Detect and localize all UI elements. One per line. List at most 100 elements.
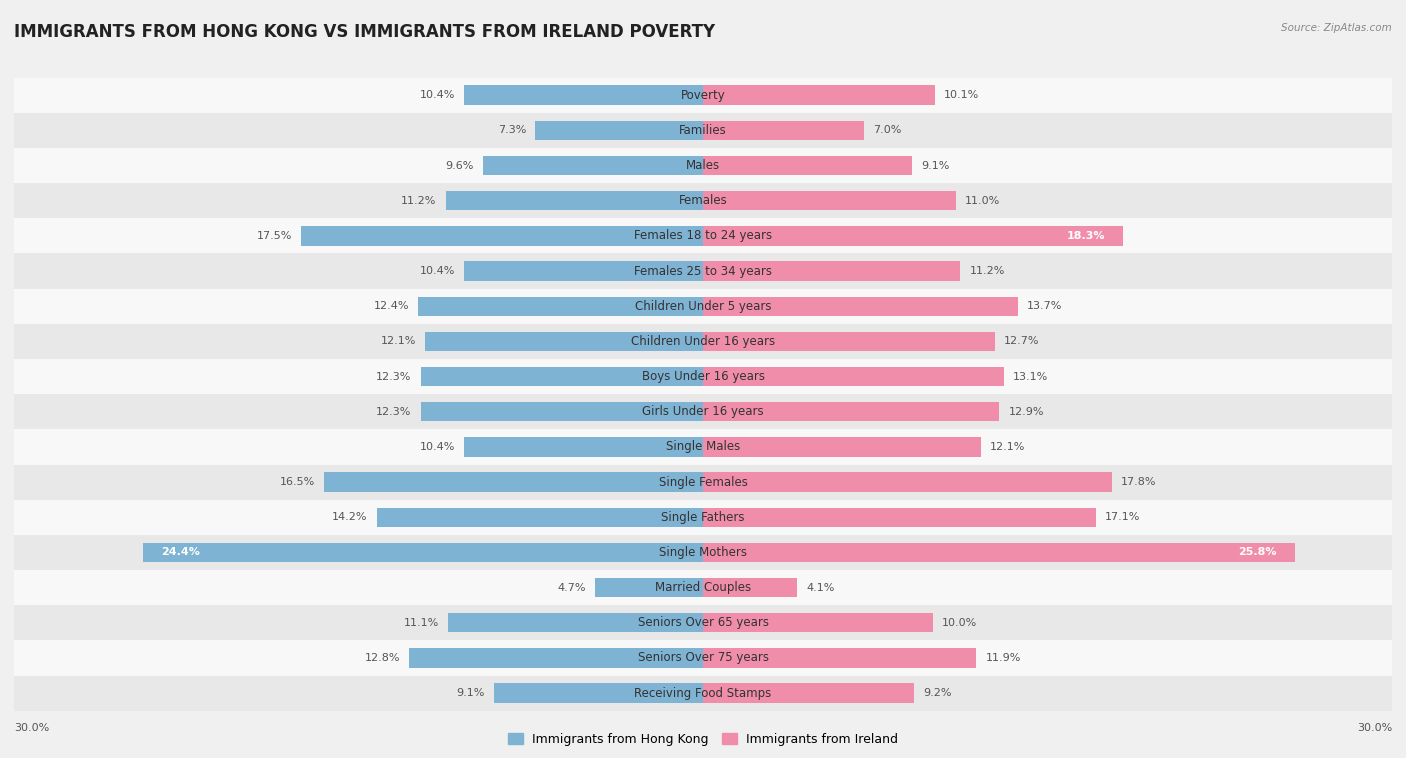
Text: Single Fathers: Single Fathers [661,511,745,524]
Bar [446,191,703,211]
Bar [14,113,1392,148]
Text: Boys Under 16 years: Boys Under 16 years [641,370,765,383]
Text: 9.1%: 9.1% [921,161,949,171]
Text: 10.4%: 10.4% [419,90,456,100]
Bar [703,226,1123,246]
Bar [409,648,703,668]
Bar [14,253,1392,289]
Bar [595,578,703,597]
Bar [703,262,960,280]
Text: Poverty: Poverty [681,89,725,102]
Bar [703,472,1112,492]
Bar [14,570,1392,605]
Bar [703,332,994,351]
Bar [14,218,1392,253]
Bar [703,437,981,456]
Bar [14,465,1392,500]
Bar [420,402,703,421]
Text: 24.4%: 24.4% [162,547,200,557]
Bar [14,394,1392,429]
Text: 12.4%: 12.4% [374,301,409,312]
Text: 11.2%: 11.2% [969,266,1005,276]
Text: Children Under 16 years: Children Under 16 years [631,335,775,348]
Text: Single Females: Single Females [658,475,748,489]
Bar [14,148,1392,183]
Text: 12.7%: 12.7% [1004,337,1039,346]
Text: Girls Under 16 years: Girls Under 16 years [643,406,763,418]
Bar [482,156,703,175]
Text: 12.1%: 12.1% [990,442,1025,452]
Bar [464,262,703,280]
Bar [703,578,797,597]
Bar [14,675,1392,711]
Text: 13.1%: 13.1% [1012,371,1049,381]
Text: Receiving Food Stamps: Receiving Food Stamps [634,687,772,700]
Text: 10.4%: 10.4% [419,266,456,276]
Text: Females 18 to 24 years: Females 18 to 24 years [634,230,772,243]
Bar [14,605,1392,641]
Text: 7.3%: 7.3% [498,125,526,136]
Text: Single Mothers: Single Mothers [659,546,747,559]
Legend: Immigrants from Hong Kong, Immigrants from Ireland: Immigrants from Hong Kong, Immigrants fr… [502,728,904,751]
Bar [14,535,1392,570]
Bar [703,121,863,140]
Bar [703,684,914,703]
Bar [703,543,1295,562]
Bar [14,324,1392,359]
Text: Children Under 5 years: Children Under 5 years [634,299,772,313]
Text: IMMIGRANTS FROM HONG KONG VS IMMIGRANTS FROM IRELAND POVERTY: IMMIGRANTS FROM HONG KONG VS IMMIGRANTS … [14,23,716,41]
Bar [14,77,1392,113]
Text: 30.0%: 30.0% [1357,723,1392,733]
Text: 12.9%: 12.9% [1008,407,1043,417]
Text: 10.0%: 10.0% [942,618,977,628]
Text: 10.4%: 10.4% [419,442,456,452]
Text: 7.0%: 7.0% [873,125,901,136]
Text: Males: Males [686,159,720,172]
Bar [536,121,703,140]
Bar [14,289,1392,324]
Text: Seniors Over 65 years: Seniors Over 65 years [637,616,769,629]
Bar [703,367,1004,387]
Bar [703,402,1000,421]
Bar [418,296,703,316]
Bar [425,332,703,351]
Bar [14,500,1392,535]
Bar [703,156,912,175]
Text: 9.6%: 9.6% [444,161,474,171]
Bar [703,296,1018,316]
Text: 12.3%: 12.3% [375,371,412,381]
Bar [14,429,1392,465]
Bar [377,508,703,527]
Bar [14,359,1392,394]
Text: Families: Families [679,124,727,137]
Text: 11.2%: 11.2% [401,196,437,205]
Text: 12.1%: 12.1% [381,337,416,346]
Text: 14.2%: 14.2% [332,512,368,522]
Bar [449,613,703,632]
Text: 17.1%: 17.1% [1105,512,1140,522]
Text: Females: Females [679,194,727,207]
Bar [703,86,935,105]
Text: 9.2%: 9.2% [924,688,952,698]
Text: 17.8%: 17.8% [1121,477,1157,487]
Bar [464,437,703,456]
Text: 17.5%: 17.5% [256,231,292,241]
Text: 30.0%: 30.0% [14,723,49,733]
Bar [14,183,1392,218]
Text: Single Males: Single Males [666,440,740,453]
Bar [703,648,976,668]
Bar [420,367,703,387]
Bar [14,641,1392,675]
Text: 13.7%: 13.7% [1026,301,1062,312]
Text: 12.3%: 12.3% [375,407,412,417]
Bar [703,191,956,211]
Text: 9.1%: 9.1% [457,688,485,698]
Text: Seniors Over 75 years: Seniors Over 75 years [637,651,769,665]
Text: 4.1%: 4.1% [807,583,835,593]
Text: 11.1%: 11.1% [404,618,439,628]
Text: Source: ZipAtlas.com: Source: ZipAtlas.com [1281,23,1392,33]
Text: 4.7%: 4.7% [557,583,586,593]
Text: 10.1%: 10.1% [945,90,980,100]
Bar [301,226,703,246]
Text: 11.0%: 11.0% [965,196,1000,205]
